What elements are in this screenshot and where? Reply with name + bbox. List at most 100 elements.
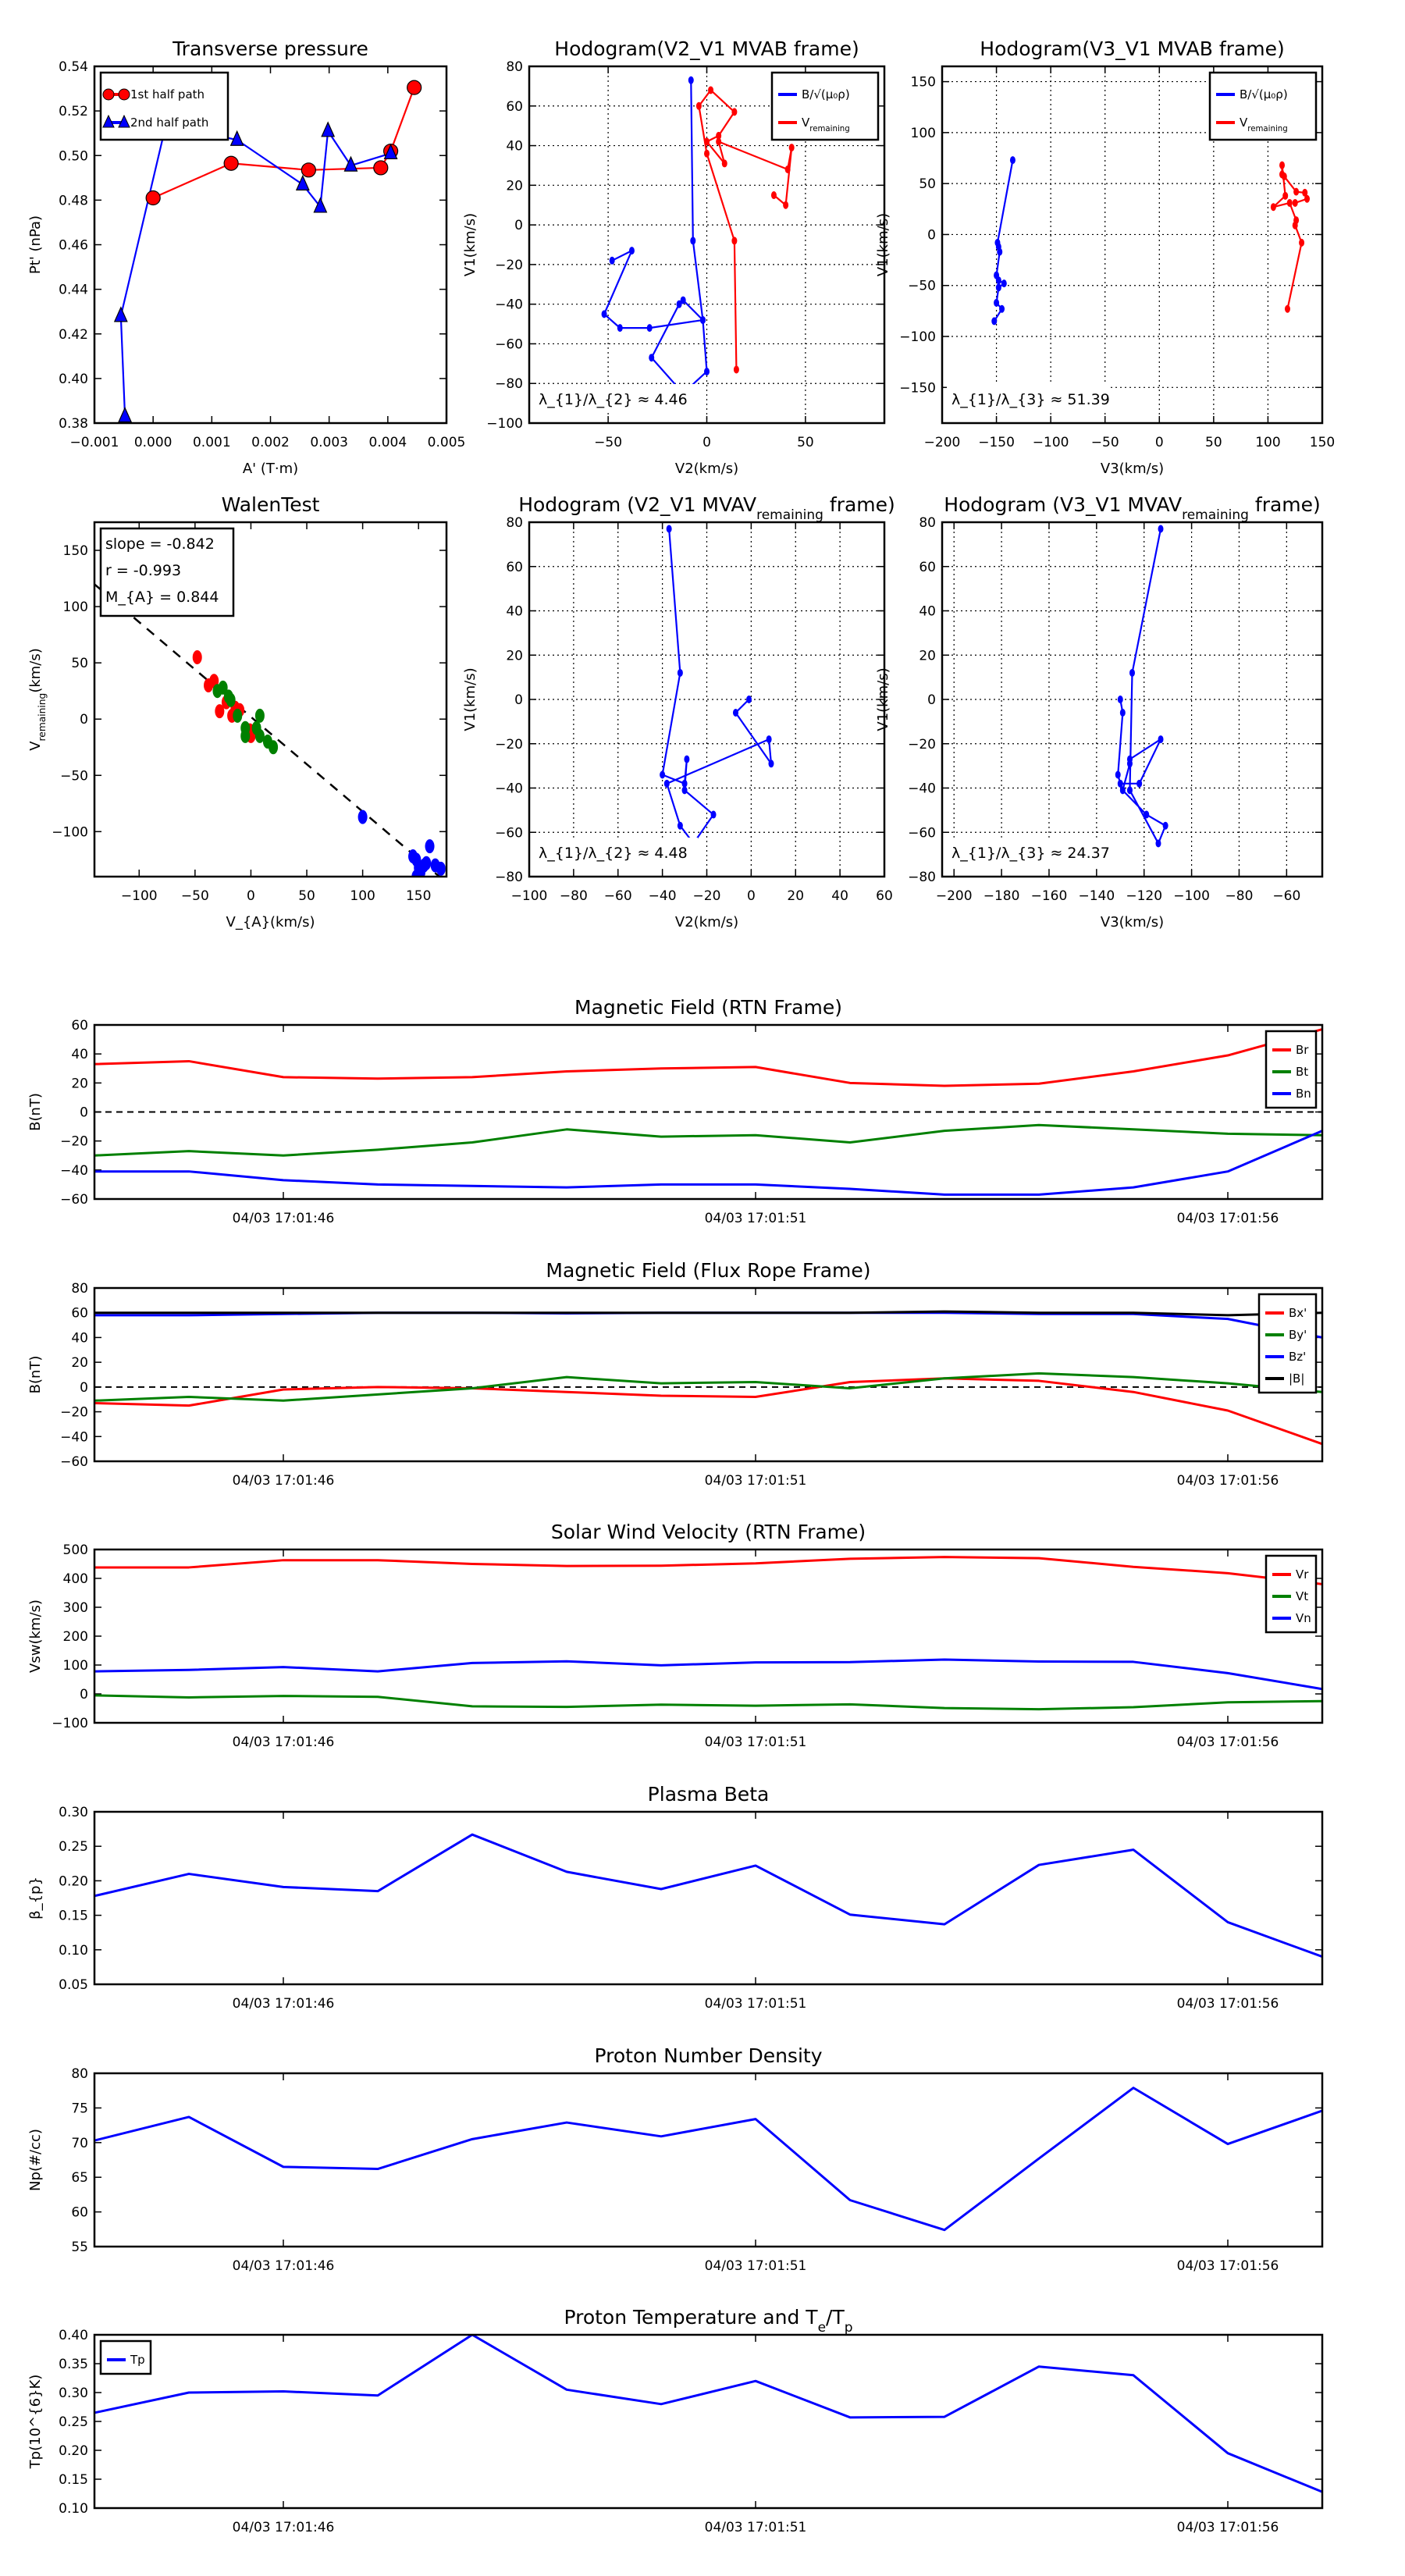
y-tick-label: −60 <box>495 336 523 352</box>
data-point <box>1162 821 1168 830</box>
legend-marker <box>118 114 130 128</box>
legend-item: Vr <box>1272 1567 1309 1582</box>
legend-marker <box>102 114 115 128</box>
y-tick-label: 0 <box>927 227 936 243</box>
y-axis-label: Vsw(km/s) <box>27 1599 44 1673</box>
x-tick-label: 0.000 <box>134 435 173 450</box>
data-point <box>991 317 998 326</box>
y-tick-label: 20 <box>71 1355 88 1371</box>
x-tick-label: 04/03 17:01:56 <box>1177 1473 1279 1489</box>
y-tick-label: 0.30 <box>59 1805 88 1820</box>
series-line-vr <box>94 1556 1322 1585</box>
x-axis-label: V3(km/s) <box>1101 914 1164 930</box>
axes-frame <box>93 2072 1324 2248</box>
y-tick-label: 70 <box>71 2136 88 2151</box>
x-tick-label: 0.001 <box>193 435 231 450</box>
legend-frame <box>1208 71 1318 141</box>
y-axis-label: Tp(10^{6}K) <box>27 2375 44 2470</box>
panel-magnetic-field-rtn: 04/03 17:01:46 04/03 17:01:51 04/03 17:01:… <box>27 996 1324 1226</box>
series-line-b <box>661 528 773 845</box>
data-point <box>1117 696 1123 703</box>
y-tick-label: 0 <box>80 1105 88 1121</box>
data-point <box>301 162 316 178</box>
chart-title: Hodogram(V3_V1 MVAB frame) <box>980 37 1284 60</box>
data-point <box>660 770 666 779</box>
y-tick-label: −20 <box>60 1405 88 1421</box>
x-tick-label: 04/03 17:01:51 <box>705 1735 807 1750</box>
data-point <box>680 296 686 304</box>
legend-item: Vn <box>1272 1611 1311 1625</box>
series-line-vt <box>94 1694 1322 1711</box>
y-tick-label: −20 <box>495 737 523 753</box>
data-point <box>699 315 706 324</box>
ratio-annotation-background <box>534 838 698 866</box>
data-point <box>1126 760 1133 768</box>
plot-area <box>660 525 774 848</box>
data-point <box>704 367 710 375</box>
y-tick-label: −100 <box>52 1716 88 1731</box>
x-tick-label: −160 <box>1031 888 1068 904</box>
y-axis-label: V1(km/s) <box>462 213 478 276</box>
legend: Tp <box>99 2339 152 2375</box>
data-point <box>383 143 398 159</box>
data-point <box>407 80 422 95</box>
y-tick-label: 100 <box>63 1658 88 1674</box>
stats-box: slope = -0.842 r = -0.993 M_{A} = 0.844 <box>99 527 235 617</box>
data-point <box>666 525 672 533</box>
legend-frame <box>770 71 880 141</box>
data-point <box>708 86 714 94</box>
data-point <box>1158 525 1164 533</box>
y-tick-label: 0.44 <box>59 283 88 298</box>
chart-title: Hodogram (V2_V1 MVAVremaining frame) <box>518 493 895 523</box>
data-point <box>688 76 694 84</box>
legend-item: 1st half path <box>102 87 205 101</box>
data-point <box>1129 668 1135 677</box>
data-point <box>681 786 688 795</box>
chart-title: Transverse pressure <box>172 37 368 60</box>
x-tick-label: −180 <box>984 888 1020 904</box>
ratio-annotation-background <box>947 384 1111 412</box>
data-point <box>1126 786 1133 795</box>
y-tick-label: 40 <box>71 1330 88 1346</box>
legend: B/√(μ₀ρ) Vremaining <box>1208 71 1318 141</box>
y-tick-label: 20 <box>506 178 523 194</box>
x-axis-label: V_{A}(km/s) <box>226 914 315 930</box>
data-point <box>609 256 615 265</box>
data-point <box>1281 173 1287 181</box>
plot-area <box>94 2087 1322 2232</box>
panel-transverse-pressure: −0.001 0.000 0.001 0.002 0.003 0.004 0.005 0.38… <box>27 37 465 477</box>
data-point <box>1155 839 1161 848</box>
legend-item: Vremaining <box>1216 116 1288 133</box>
data-point <box>1270 203 1276 212</box>
legend-label: Vremaining <box>802 116 850 133</box>
series-line-by- <box>94 1372 1322 1402</box>
y-tick-label: −40 <box>60 1429 88 1445</box>
x-tick-label: 50 <box>298 888 315 904</box>
data-point <box>995 283 1001 292</box>
x-tick-label: 04/03 17:01:46 <box>233 1211 335 1226</box>
y-axis-label: V1(km/s) <box>875 667 891 731</box>
plot-area <box>991 156 1311 326</box>
data-point <box>229 130 244 146</box>
y-tick-label: 60 <box>506 560 523 575</box>
legend-frame <box>99 2339 152 2375</box>
y-tick-label: −60 <box>60 1192 88 1208</box>
legend-label: Vr <box>1296 1567 1309 1582</box>
y-tick-label: 400 <box>63 1571 88 1587</box>
y-tick-label: 60 <box>71 2205 88 2221</box>
y-tick-label: −40 <box>495 297 523 313</box>
panel-plasma-beta: 04/03 17:01:46 04/03 17:01:51 04/03 17:01:… <box>27 1783 1324 2012</box>
series-line--b- <box>94 1310 1322 1317</box>
data-point <box>422 856 432 870</box>
ratio-annotation: λ_{1}/λ_{2} ≈ 4.46 <box>539 391 688 408</box>
data-point <box>1284 304 1290 313</box>
data-point <box>226 692 236 707</box>
data-point <box>233 708 243 723</box>
x-tick-label: −60 <box>604 888 632 904</box>
y-tick-label: 40 <box>71 1047 88 1062</box>
data-point <box>295 174 310 190</box>
x-tick-label: 50 <box>1205 435 1222 450</box>
data-point <box>218 680 228 695</box>
data-point <box>649 354 655 362</box>
